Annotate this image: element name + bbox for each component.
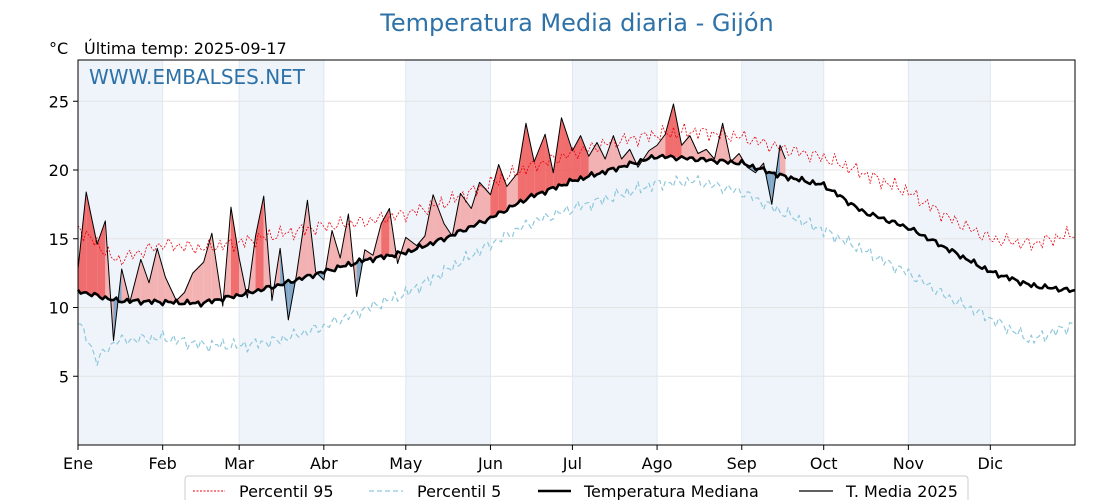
x-tick-label: Abr — [310, 454, 338, 473]
x-tick-label: Ago — [642, 454, 673, 473]
fill-above-median — [192, 262, 204, 304]
fill-above-median — [479, 182, 491, 223]
x-tick-label: Oct — [810, 454, 838, 473]
series-line-p5 — [77, 175, 1076, 366]
y-tick-label: 25 — [49, 92, 69, 111]
month-band — [405, 60, 491, 445]
x-tick-label: Sep — [727, 454, 757, 473]
fill-above-median — [203, 233, 212, 303]
series-line-median — [76, 153, 1076, 308]
fill-above-median — [86, 192, 98, 296]
fill-above-median — [596, 142, 606, 174]
fill-above-median — [517, 123, 526, 204]
x-tick-label: Ene — [63, 454, 93, 473]
fill-above-median — [613, 135, 622, 170]
y-tick-label: 10 — [49, 299, 69, 318]
fill-above-median — [673, 104, 682, 159]
y-tick-label: 20 — [49, 161, 69, 180]
fill-above-median — [681, 135, 690, 159]
y-axis: 5 10 15 20 25 — [49, 92, 78, 386]
series-lines — [76, 103, 1076, 366]
x-axis: Ene Feb Mar Abr May Jun Jul Ago Sep Oct Nov Dic — [63, 445, 1003, 473]
fill-above-median — [490, 164, 499, 219]
plot-frame — [77, 59, 1076, 446]
last-temp-label: Última temp: 2025-09-17 — [84, 39, 287, 58]
fill-above-median — [332, 230, 341, 270]
fill-above-median — [460, 193, 472, 232]
legend-box — [184, 475, 969, 500]
fill-above-median — [605, 135, 614, 172]
x-tick-label: Mar — [224, 454, 255, 473]
y-tick-label: 5 — [59, 367, 69, 386]
legend-label-p95: Percentil 95 — [239, 482, 334, 500]
series-line-current — [77, 103, 786, 341]
month-band — [572, 60, 658, 445]
fill-above-median — [588, 142, 597, 177]
fill-above-median — [580, 135, 589, 179]
fill-above-median — [689, 135, 699, 160]
x-tick-label: Jun — [477, 454, 503, 473]
legend-label-p5: Percentil 5 — [417, 482, 501, 500]
fill-above-median — [140, 259, 150, 302]
fill-above-median — [230, 207, 240, 297]
fill-above-median — [157, 248, 166, 303]
fill-above-median — [506, 172, 518, 210]
fill-above-median — [498, 164, 507, 214]
fill-above-median — [534, 134, 546, 196]
legend-label-median: Temperatura Mediana — [583, 482, 759, 500]
fill-above-median — [97, 220, 106, 298]
fill-above-median — [657, 134, 666, 157]
watermark: WWW.EMBALSES.NET — [89, 65, 306, 89]
fill-above-median — [78, 192, 87, 294]
fill-above-median — [779, 145, 786, 177]
unit-label: °C — [49, 39, 68, 58]
fill-above-median — [553, 117, 562, 189]
x-tick-label: Feb — [149, 454, 177, 473]
fill-above-median — [545, 134, 554, 192]
month-band — [741, 60, 824, 445]
y-tick-label: 15 — [49, 230, 69, 249]
fill-above-median — [255, 196, 264, 291]
fill-above-median — [184, 273, 193, 304]
x-tick-label: Dic — [978, 454, 1004, 473]
fill-above-median — [665, 104, 674, 158]
legend: Percentil 95 Percentil 5 Temperatura Med… — [184, 475, 969, 500]
chart-title: Temperatura Media diaria - Gijón — [379, 9, 773, 37]
legend-label-current: T. Media 2025 — [845, 482, 958, 500]
x-tick-label: Jul — [562, 454, 582, 473]
fill-above-median — [525, 123, 535, 199]
x-tick-label: May — [389, 454, 422, 473]
fill-above-median — [561, 117, 573, 186]
fill-above-median — [433, 194, 445, 243]
fill-above-median — [149, 248, 158, 302]
fill-above-median — [621, 149, 630, 167]
x-tick-label: Nov — [893, 454, 924, 473]
